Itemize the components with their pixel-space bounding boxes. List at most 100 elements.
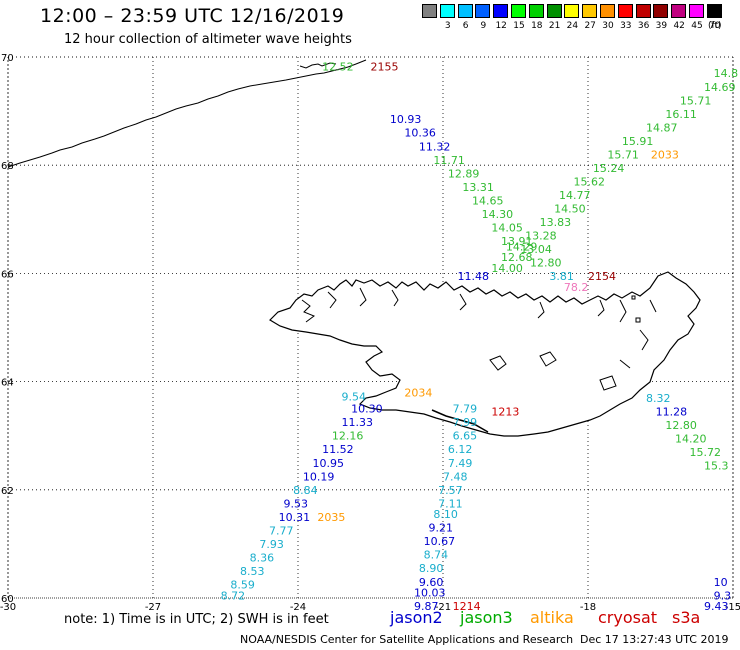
legend-swatch — [689, 4, 704, 18]
wave-height-label: 1213 — [491, 405, 519, 418]
wave-height-label: 11.71 — [433, 154, 465, 167]
wave-height-label: 7.57 — [438, 484, 463, 497]
wave-height-label: 11.52 — [322, 443, 354, 456]
wave-height-label: 9.53 — [284, 497, 309, 510]
latitude-label: 66 — [1, 269, 14, 280]
wave-height-label: 7.93 — [259, 538, 284, 551]
wave-height-label: 9.43 — [704, 600, 729, 613]
wave-height-label: 3.81 — [549, 270, 574, 283]
wave-height-label: 13.91 — [501, 235, 533, 248]
greenland-coastline-2 — [299, 62, 337, 69]
wave-height-label: 8.10 — [433, 508, 458, 521]
wave-height-label: 10.95 — [313, 457, 345, 470]
wave-height-label: 9.60 — [419, 576, 444, 589]
footer-note: note: 1) Time is in UTC; 2) SWH is in fe… — [64, 612, 329, 627]
wave-height-label: 13.04 — [520, 243, 552, 256]
legend-label: 15 — [513, 21, 525, 31]
legend-label: 30 — [602, 21, 614, 31]
wave-height-label: 9.3 — [714, 589, 732, 602]
legend-swatch — [528, 4, 544, 18]
generation-timestamp: Dec 17 13:27:43 UTC 2019 — [580, 633, 729, 646]
wave-height-label: 13.28 — [525, 230, 557, 243]
wave-height-label: 15.24 — [593, 162, 625, 175]
wave-height-label: 2154 — [588, 270, 616, 283]
wave-height-label: 2155 — [371, 61, 399, 74]
wave-height-label: 11.33 — [342, 416, 374, 429]
iceland-fjord-detail — [301, 287, 657, 369]
legend-swatch — [439, 4, 455, 18]
wave-height-label: 11.28 — [656, 405, 688, 418]
latitude-label: 62 — [1, 486, 14, 497]
wave-height-label: 8.74 — [424, 549, 449, 562]
wave-height-label: 14.20 — [675, 432, 707, 445]
wave-height-label: 78.2 — [564, 281, 589, 294]
longitude-label: -27 — [145, 602, 161, 613]
legend-swatch — [635, 4, 651, 18]
greenland-coastline — [7, 59, 367, 168]
wave-height-label: 8.53 — [240, 565, 265, 578]
legend-label: 70 — [709, 21, 721, 31]
legend-label: 9 — [480, 21, 487, 31]
frame-border — [7, 56, 734, 599]
iceland-lake-3 — [599, 375, 617, 391]
legend-label: 6 — [462, 21, 469, 31]
wave-height-label: 12.52 — [322, 61, 354, 74]
latitude-label: 60 — [1, 594, 14, 605]
legend-swatch — [457, 4, 473, 18]
wave-height-label: 8.72 — [221, 589, 246, 602]
wave-height-label: 10.31 — [279, 511, 311, 524]
wave-height-label: 2035 — [317, 511, 345, 524]
wave-height-label: 12.80 — [665, 419, 697, 432]
legend-swatch — [706, 4, 722, 18]
satellite-label: jason2 — [390, 608, 443, 627]
map-subtitle: 12 hour collection of altimeter wave hei… — [64, 32, 352, 47]
wave-height-label: 12.68 — [501, 251, 533, 264]
legend-label: 42 — [673, 21, 685, 31]
wave-height-label: 2033 — [651, 148, 679, 161]
legend-label: 18 — [531, 21, 543, 31]
longitude-labels: -30 -27 -24 -21 -18 -15 — [0, 602, 740, 613]
wave-height-label: 12.89 — [448, 167, 480, 180]
wave-height-label: 14.50 — [554, 202, 586, 215]
iceland-lake-1 — [489, 355, 507, 371]
wave-height-label: 7.49 — [448, 457, 473, 470]
islet — [631, 295, 636, 300]
legend-label: 24 — [566, 21, 579, 31]
latitude-label: 64 — [1, 378, 14, 389]
wave-height-label: 8.90 — [419, 562, 444, 575]
coastline — [7, 59, 701, 437]
legend-label: 12 — [495, 21, 507, 31]
wave-height-label: 15.71 — [607, 148, 639, 161]
islet — [635, 317, 641, 323]
legend-label: 33 — [620, 21, 632, 31]
satellite-label: jason3 — [460, 608, 513, 627]
wave-height-label: 8.59 — [230, 578, 255, 591]
wave-height-label: 10.93 — [390, 113, 422, 126]
wave-height-label: 8.84 — [293, 484, 318, 497]
wave-height-label: 13.83 — [540, 216, 572, 229]
legend-label: 21 — [548, 21, 561, 31]
wave-height-label: 16.11 — [665, 108, 697, 121]
wave-height-label: 7.79 — [453, 403, 478, 416]
satellite-label: altika — [530, 608, 574, 627]
legend-label: 45 — [691, 21, 703, 31]
wave-height-label: 14.30 — [482, 208, 513, 221]
legend-swatch — [493, 4, 509, 18]
wave-height-label: 6.65 — [453, 430, 478, 443]
legend-swatch — [671, 4, 687, 18]
legend-swatch — [600, 4, 615, 18]
longitude-label: -24 — [290, 602, 306, 613]
legend-swatch — [564, 4, 580, 18]
wave-height-label: 11.32 — [419, 140, 451, 153]
wave-height-label: 9.87 — [414, 600, 439, 613]
legend-label: 3 — [444, 21, 451, 31]
wave-height-label: 14.8 — [714, 67, 739, 80]
legend-label: 36 — [637, 21, 650, 31]
latitude-label: 70 — [1, 53, 14, 64]
longitude-label: -18 — [580, 602, 596, 613]
satellite-label: cryosat — [598, 608, 658, 627]
iceland-lake-2 — [539, 351, 557, 367]
wave-height-label: 7.99 — [453, 416, 478, 429]
wave-height-label: 10.19 — [303, 470, 335, 483]
